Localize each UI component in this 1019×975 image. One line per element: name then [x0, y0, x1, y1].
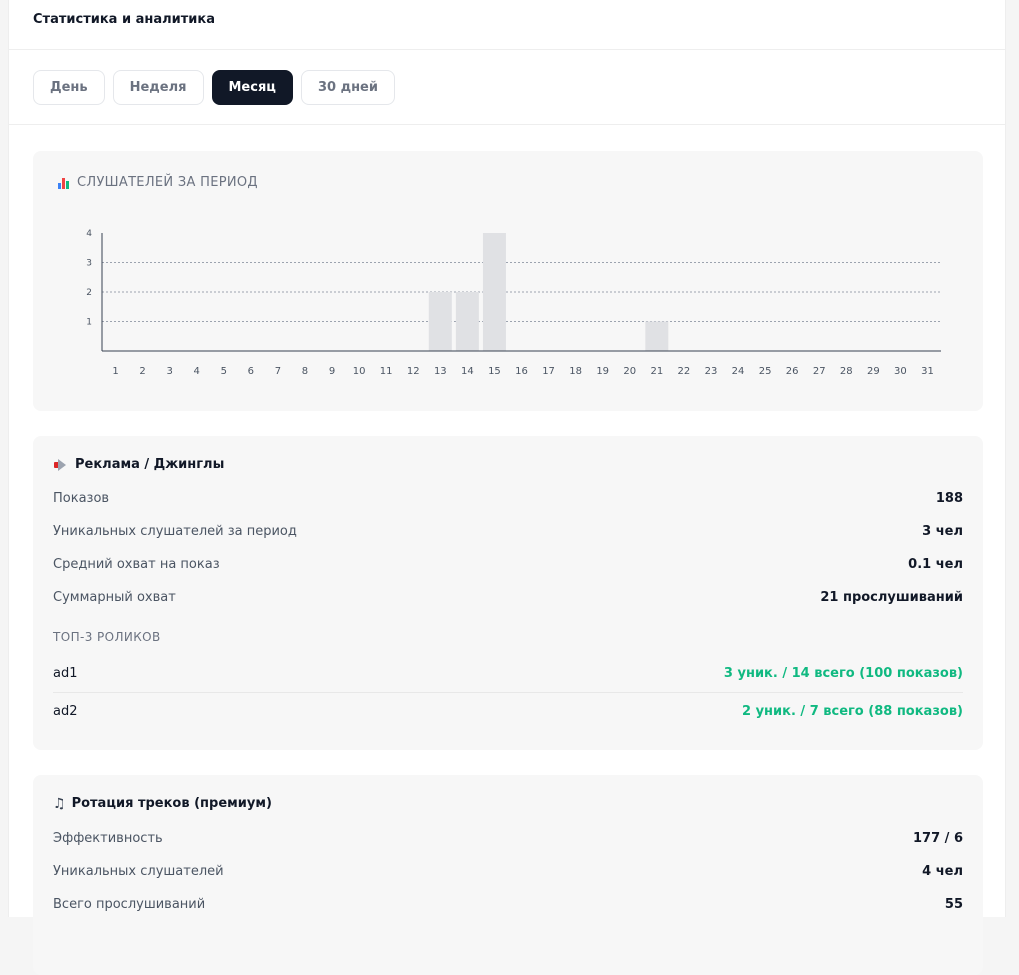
- tab-week[interactable]: Неделя: [112, 70, 204, 105]
- tab-30-days[interactable]: 30 дней: [300, 70, 395, 105]
- x-tick-label: 25: [759, 366, 772, 377]
- chart-bar: [455, 292, 479, 351]
- x-tick-label: 15: [488, 366, 501, 377]
- row-label: Уникальных слушателей за период: [53, 524, 297, 539]
- x-tick-label: 5: [221, 366, 227, 377]
- list-item: ad2 2 уник. / 7 всего (88 показов): [53, 692, 963, 730]
- x-tick-label: 24: [732, 366, 745, 377]
- page-title: Статистика и аналитика: [33, 12, 215, 27]
- x-tick-label: 26: [786, 366, 799, 377]
- rotation-card: ♫ Ротация треков (премиум) Эффективность…: [33, 775, 983, 975]
- y-tick-label: 1: [86, 318, 92, 328]
- ads-row-total-reach: Суммарный охват 21 прослушиваний: [53, 581, 963, 614]
- statistics-panel: Статистика и аналитика День Неделя Месяц…: [8, 0, 1006, 975]
- ad-stat: 2 уник. / 7 всего (88 показов): [742, 704, 963, 719]
- megaphone-icon: [53, 458, 69, 472]
- rotation-row-efficiency: Эффективность 177 / 6: [53, 822, 963, 855]
- bar-chart-icon: [57, 176, 71, 190]
- row-value: 3 чел: [922, 524, 963, 539]
- tab-month[interactable]: Месяц: [211, 70, 293, 105]
- ads-row-shows: Показов 188: [53, 482, 963, 515]
- chart-title: СЛУШАТЕЛЕЙ ЗА ПЕРИОД: [57, 175, 258, 190]
- ads-card: Реклама / Джинглы Показов 188 Уникальных…: [33, 436, 983, 750]
- ads-row-avg-reach: Средний охват на показ 0.1 чел: [53, 548, 963, 581]
- row-label: Всего прослушиваний: [53, 897, 206, 912]
- x-tick-label: 10: [353, 366, 366, 377]
- chart-bar: [482, 233, 506, 351]
- y-tick-label: 2: [86, 288, 92, 298]
- row-label: Средний охват на показ: [53, 557, 220, 572]
- x-tick-label: 16: [515, 366, 528, 377]
- row-label: Эффективность: [53, 831, 163, 846]
- x-tick-label: 1: [112, 366, 118, 377]
- row-label: Уникальных слушателей: [53, 864, 224, 879]
- row-label: Показов: [53, 491, 110, 506]
- x-tick-label: 7: [275, 366, 281, 377]
- row-value: 4 чел: [922, 864, 963, 879]
- period-tabs: День Неделя Месяц 30 дней: [9, 50, 1005, 125]
- x-tick-label: 31: [921, 366, 934, 377]
- x-tick-label: 20: [623, 366, 636, 377]
- rotation-title-text: Ротация треков (премиум): [71, 796, 272, 811]
- x-tick-label: 23: [705, 366, 718, 377]
- ad-name: ad2: [53, 704, 78, 719]
- list-item: ad1 3 уник. / 14 всего (100 показов): [53, 654, 963, 692]
- y-tick-label: 4: [86, 229, 92, 239]
- x-tick-label: 18: [569, 366, 582, 377]
- listeners-chart-card: СЛУШАТЕЛЕЙ ЗА ПЕРИОД 1 2 3 4 1 2 3 4 5 6 7 8 9 10 11 12…: [33, 151, 983, 411]
- ads-title-text: Реклама / Джинглы: [75, 457, 225, 472]
- music-note-icon: ♫: [53, 795, 66, 812]
- rotation-row-unique: Уникальных слушателей 4 чел: [53, 855, 963, 888]
- row-value: 21 прослушиваний: [820, 590, 963, 605]
- x-tick-label: 17: [542, 366, 555, 377]
- ad-stat: 3 уник. / 14 всего (100 показов): [723, 665, 963, 681]
- x-tick-label: 29: [867, 366, 880, 377]
- x-tick-label: 2: [139, 366, 145, 377]
- x-tick-label: 30: [894, 366, 907, 377]
- x-tick-label: 22: [678, 366, 691, 377]
- row-value: 188: [935, 491, 963, 506]
- x-tick-label: 9: [329, 366, 335, 377]
- rotation-title: ♫ Ротация треков (премиум): [53, 795, 963, 812]
- tab-day[interactable]: День: [33, 70, 105, 105]
- ad-name: ad1: [53, 665, 78, 681]
- x-tick-label: 19: [596, 366, 609, 377]
- y-tick-label: 3: [86, 259, 92, 269]
- ads-title: Реклама / Джинглы: [53, 456, 963, 473]
- ads-row-unique: Уникальных слушателей за период 3 чел: [53, 515, 963, 548]
- chart-bar: [645, 321, 669, 351]
- x-tick-label: 4: [194, 366, 200, 377]
- x-tick-label: 8: [302, 366, 308, 377]
- x-tick-label: 21: [650, 366, 663, 377]
- rotation-row-total: Всего прослушиваний 55: [53, 888, 963, 921]
- x-tick-label: 13: [434, 366, 447, 377]
- x-tick-label: 14: [461, 366, 474, 377]
- x-tick-label: 6: [248, 366, 254, 377]
- row-value: 55: [944, 897, 963, 912]
- row-value: 177 / 6: [913, 831, 963, 846]
- top-ads-label: ТОП-3 РОЛИКОВ: [53, 630, 161, 644]
- x-tick-label: 11: [380, 366, 393, 377]
- chart-title-text: СЛУШАТЕЛЕЙ ЗА ПЕРИОД: [77, 175, 258, 190]
- x-tick-label: 27: [813, 366, 826, 377]
- x-tick-label: 28: [840, 366, 853, 377]
- row-label: Суммарный охват: [53, 590, 176, 605]
- x-tick-label: 3: [166, 366, 172, 377]
- chart-bar: [428, 292, 452, 351]
- x-tick-label: 12: [407, 366, 420, 377]
- row-value: 0.1 чел: [908, 557, 963, 572]
- panel-header: Статистика и аналитика: [9, 0, 1005, 50]
